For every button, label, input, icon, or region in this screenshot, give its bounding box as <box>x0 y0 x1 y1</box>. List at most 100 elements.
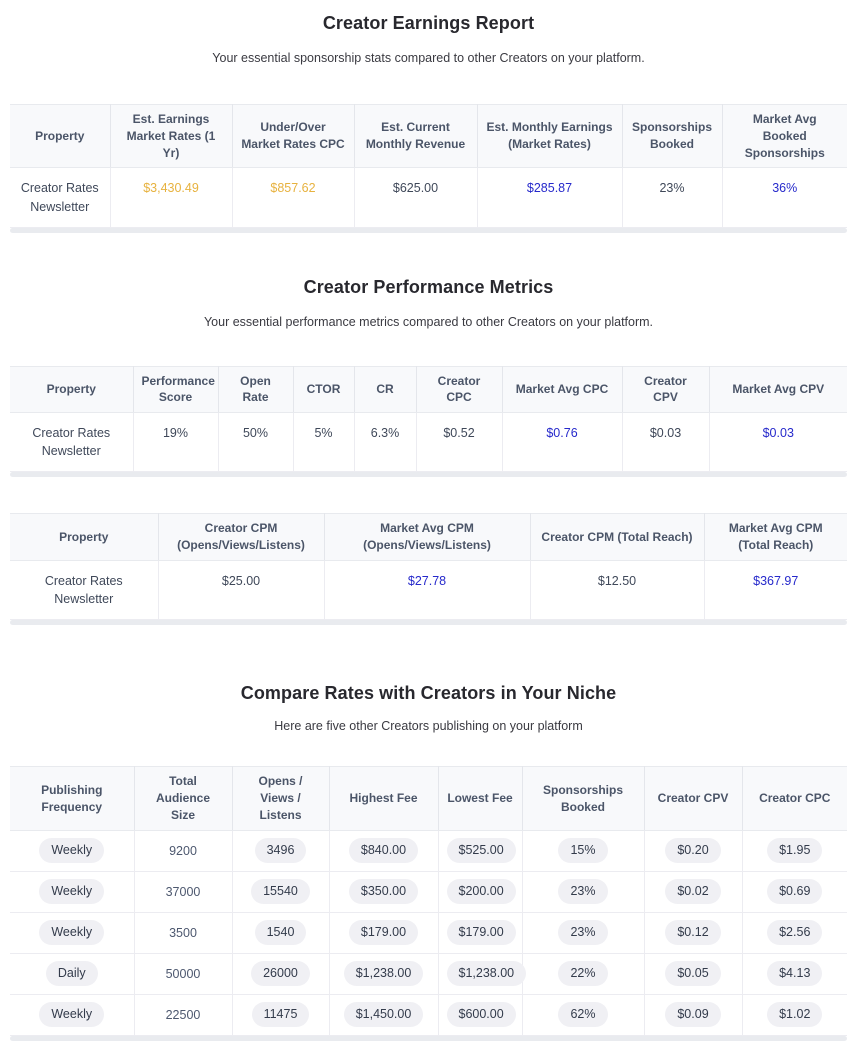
cell-creator-cpv: $0.12 <box>644 912 743 954</box>
compare-subtitle: Here are five other Creators publishing … <box>274 719 583 734</box>
column-header-ctor: CTOR <box>293 366 355 414</box>
lowest-fee-badge: $179.00 <box>446 920 516 946</box>
cell-opens-views-listens: 1540 <box>232 912 330 954</box>
sponsorships-booked-badge: 22% <box>558 961 608 987</box>
column-header-market-avg-cpc: Market Avg CPC <box>502 366 623 414</box>
column-header-est-monthly-earnings: Est. Monthly Earnings (Market Rates) <box>477 104 623 169</box>
earnings-table: Property Est. Earnings Market Rates (1 Y… <box>10 104 847 228</box>
cell-publishing-frequency: Daily <box>10 953 135 995</box>
cell-creator-cpc: $2.56 <box>742 912 847 954</box>
performance-metrics-table-container: Property Performance Score Open Rate CTO… <box>10 365 847 478</box>
column-header-creator-cpv: Creator CPV <box>622 366 710 414</box>
horizontal-scrollbar[interactable] <box>10 620 847 626</box>
column-header-creator-cpm-opens: Creator CPM (Opens/Views/Listens) <box>158 513 325 562</box>
comparison-table-row: Weekly 9200 3496 $840.00 $525.00 15% $0.… <box>10 830 847 872</box>
column-header-property: Property <box>10 104 111 169</box>
highest-fee-badge: $350.00 <box>348 879 419 905</box>
horizontal-scrollbar[interactable] <box>10 472 847 478</box>
cell-publishing-frequency: Weekly <box>10 912 135 954</box>
cpm-header-row: Property Creator CPM (Opens/Views/Listen… <box>10 513 847 562</box>
creator-cpv-badge: $0.20 <box>665 838 721 864</box>
column-header-market-avg-cpm-total-reach: Market Avg CPM (Total Reach) <box>704 513 847 562</box>
column-header-publishing-frequency: Publishing Frequency <box>10 766 135 831</box>
section-compare: Compare Rates with Creators in Your Nich… <box>0 683 857 1041</box>
sponsorships-booked-badge: 62% <box>558 1002 608 1028</box>
comparison-table-row: Weekly 3500 1540 $179.00 $179.00 23% $0.… <box>10 912 847 954</box>
sponsorships-booked-badge: 23% <box>558 920 608 946</box>
lowest-fee-badge: $600.00 <box>446 1002 516 1028</box>
publishing-frequency-badge: Weekly <box>39 1002 105 1028</box>
cell-total-audience-size: 50000 <box>134 953 233 995</box>
publishing-frequency-badge: Daily <box>45 961 98 987</box>
cell-lowest-fee: $200.00 <box>438 871 523 913</box>
cell-creator-cpc: $1.02 <box>742 994 847 1036</box>
cell-market-avg-cpc: $0.76 <box>502 412 623 473</box>
highest-fee-badge: $179.00 <box>348 920 419 946</box>
cell-est-earnings-market-rates: $3,430.49 <box>110 167 233 228</box>
column-header-market-avg-booked-sponsorships: Market Avg Booked Sponsorships <box>722 104 847 169</box>
earnings-subtitle: Your essential sponsorship stats compare… <box>212 51 645 65</box>
column-header-cr: CR <box>354 366 417 414</box>
horizontal-scrollbar[interactable] <box>10 227 847 233</box>
opens-views-listens-badge: 11475 <box>251 1002 310 1028</box>
publishing-frequency-badge: Weekly <box>39 879 105 905</box>
performance-data-row: Creator Rates Newsletter 19% 50% 5% 6.3%… <box>10 412 847 473</box>
niche-comparison-table: Publishing Frequency Total Audience Size… <box>10 766 847 1036</box>
publishing-frequency-badge: Weekly <box>39 838 105 864</box>
column-header-performance-score: Performance Score <box>133 366 219 414</box>
column-header-market-avg-cpv: Market Avg CPV <box>709 366 847 414</box>
highest-fee-badge: $1,238.00 <box>343 961 424 987</box>
cell-sponsorships-booked: 23% <box>522 871 645 913</box>
cell-creator-cpv: $0.09 <box>644 994 743 1036</box>
cell-publishing-frequency: Weekly <box>10 994 135 1036</box>
cell-property: Creator Rates Newsletter <box>10 560 159 621</box>
earnings-data-row: Creator Rates Newsletter $3,430.49 $857.… <box>10 167 847 228</box>
cell-performance-score: 19% <box>133 412 219 473</box>
cell-market-avg-cpv: $0.03 <box>709 412 847 473</box>
cell-creator-cpv: $0.02 <box>644 871 743 913</box>
cell-sponsorships-booked: 62% <box>522 994 645 1036</box>
column-header-highest-fee: Highest Fee <box>329 766 439 831</box>
cell-property: Creator Rates Newsletter <box>10 167 111 228</box>
cell-total-audience-size: 9200 <box>134 830 233 872</box>
cell-creator-cpc: $1.95 <box>742 830 847 872</box>
cell-highest-fee: $1,238.00 <box>329 953 439 995</box>
creator-cpv-badge: $0.12 <box>665 920 721 946</box>
cell-publishing-frequency: Weekly <box>10 871 135 913</box>
column-header-open-rate: Open Rate <box>218 366 294 414</box>
lowest-fee-badge: $525.00 <box>446 838 516 864</box>
cell-sponsorships-booked: 23% <box>622 167 723 228</box>
cell-opens-views-listens: 26000 <box>232 953 330 995</box>
column-header-total-audience-size: Total Audience Size <box>134 766 233 831</box>
compare-title: Compare Rates with Creators in Your Nich… <box>240 683 617 704</box>
highest-fee-badge: $1,450.00 <box>343 1002 424 1028</box>
creator-cpc-badge: $0.69 <box>767 879 823 905</box>
column-header-creator-cpv: Creator CPV <box>644 766 743 831</box>
cell-est-monthly-earnings: $285.87 <box>477 167 623 228</box>
creator-cpv-badge: $0.02 <box>665 879 721 905</box>
cell-highest-fee: $350.00 <box>329 871 439 913</box>
earnings-table-container: Property Est. Earnings Market Rates (1 Y… <box>10 104 847 233</box>
comparison-table-row: Daily 50000 26000 $1,238.00 $1,238.00 22… <box>10 953 847 995</box>
column-header-creator-cpc: Creator CPC <box>742 766 847 831</box>
earnings-header-row: Property Est. Earnings Market Rates (1 Y… <box>10 104 847 169</box>
opens-views-listens-badge: 1540 <box>254 920 307 946</box>
earnings-title: Creator Earnings Report <box>322 13 535 33</box>
cell-opens-views-listens: 15540 <box>232 871 330 913</box>
cell-lowest-fee: $1,238.00 <box>438 953 527 995</box>
cell-total-audience-size: 37000 <box>134 871 233 913</box>
cell-lowest-fee: $600.00 <box>438 994 523 1036</box>
cell-creator-cpm-opens: $25.00 <box>158 560 325 621</box>
cell-highest-fee: $179.00 <box>329 912 439 954</box>
creator-cpc-badge: $4.13 <box>767 961 823 987</box>
horizontal-scrollbar[interactable] <box>10 1035 847 1041</box>
cell-market-avg-cpm-opens: $27.78 <box>324 560 531 621</box>
cell-lowest-fee: $179.00 <box>438 912 523 954</box>
column-header-creator-cpc: Creator CPC <box>416 366 503 414</box>
cell-market-avg-cpm-total-reach: $367.97 <box>704 560 847 621</box>
sponsorships-booked-badge: 23% <box>558 879 608 905</box>
column-header-opens-views-listens: Opens / Views / Listens <box>232 766 330 831</box>
column-header-sponsorships-booked: Sponsorships Booked <box>622 104 723 169</box>
cell-property: Creator Rates Newsletter <box>10 412 134 473</box>
